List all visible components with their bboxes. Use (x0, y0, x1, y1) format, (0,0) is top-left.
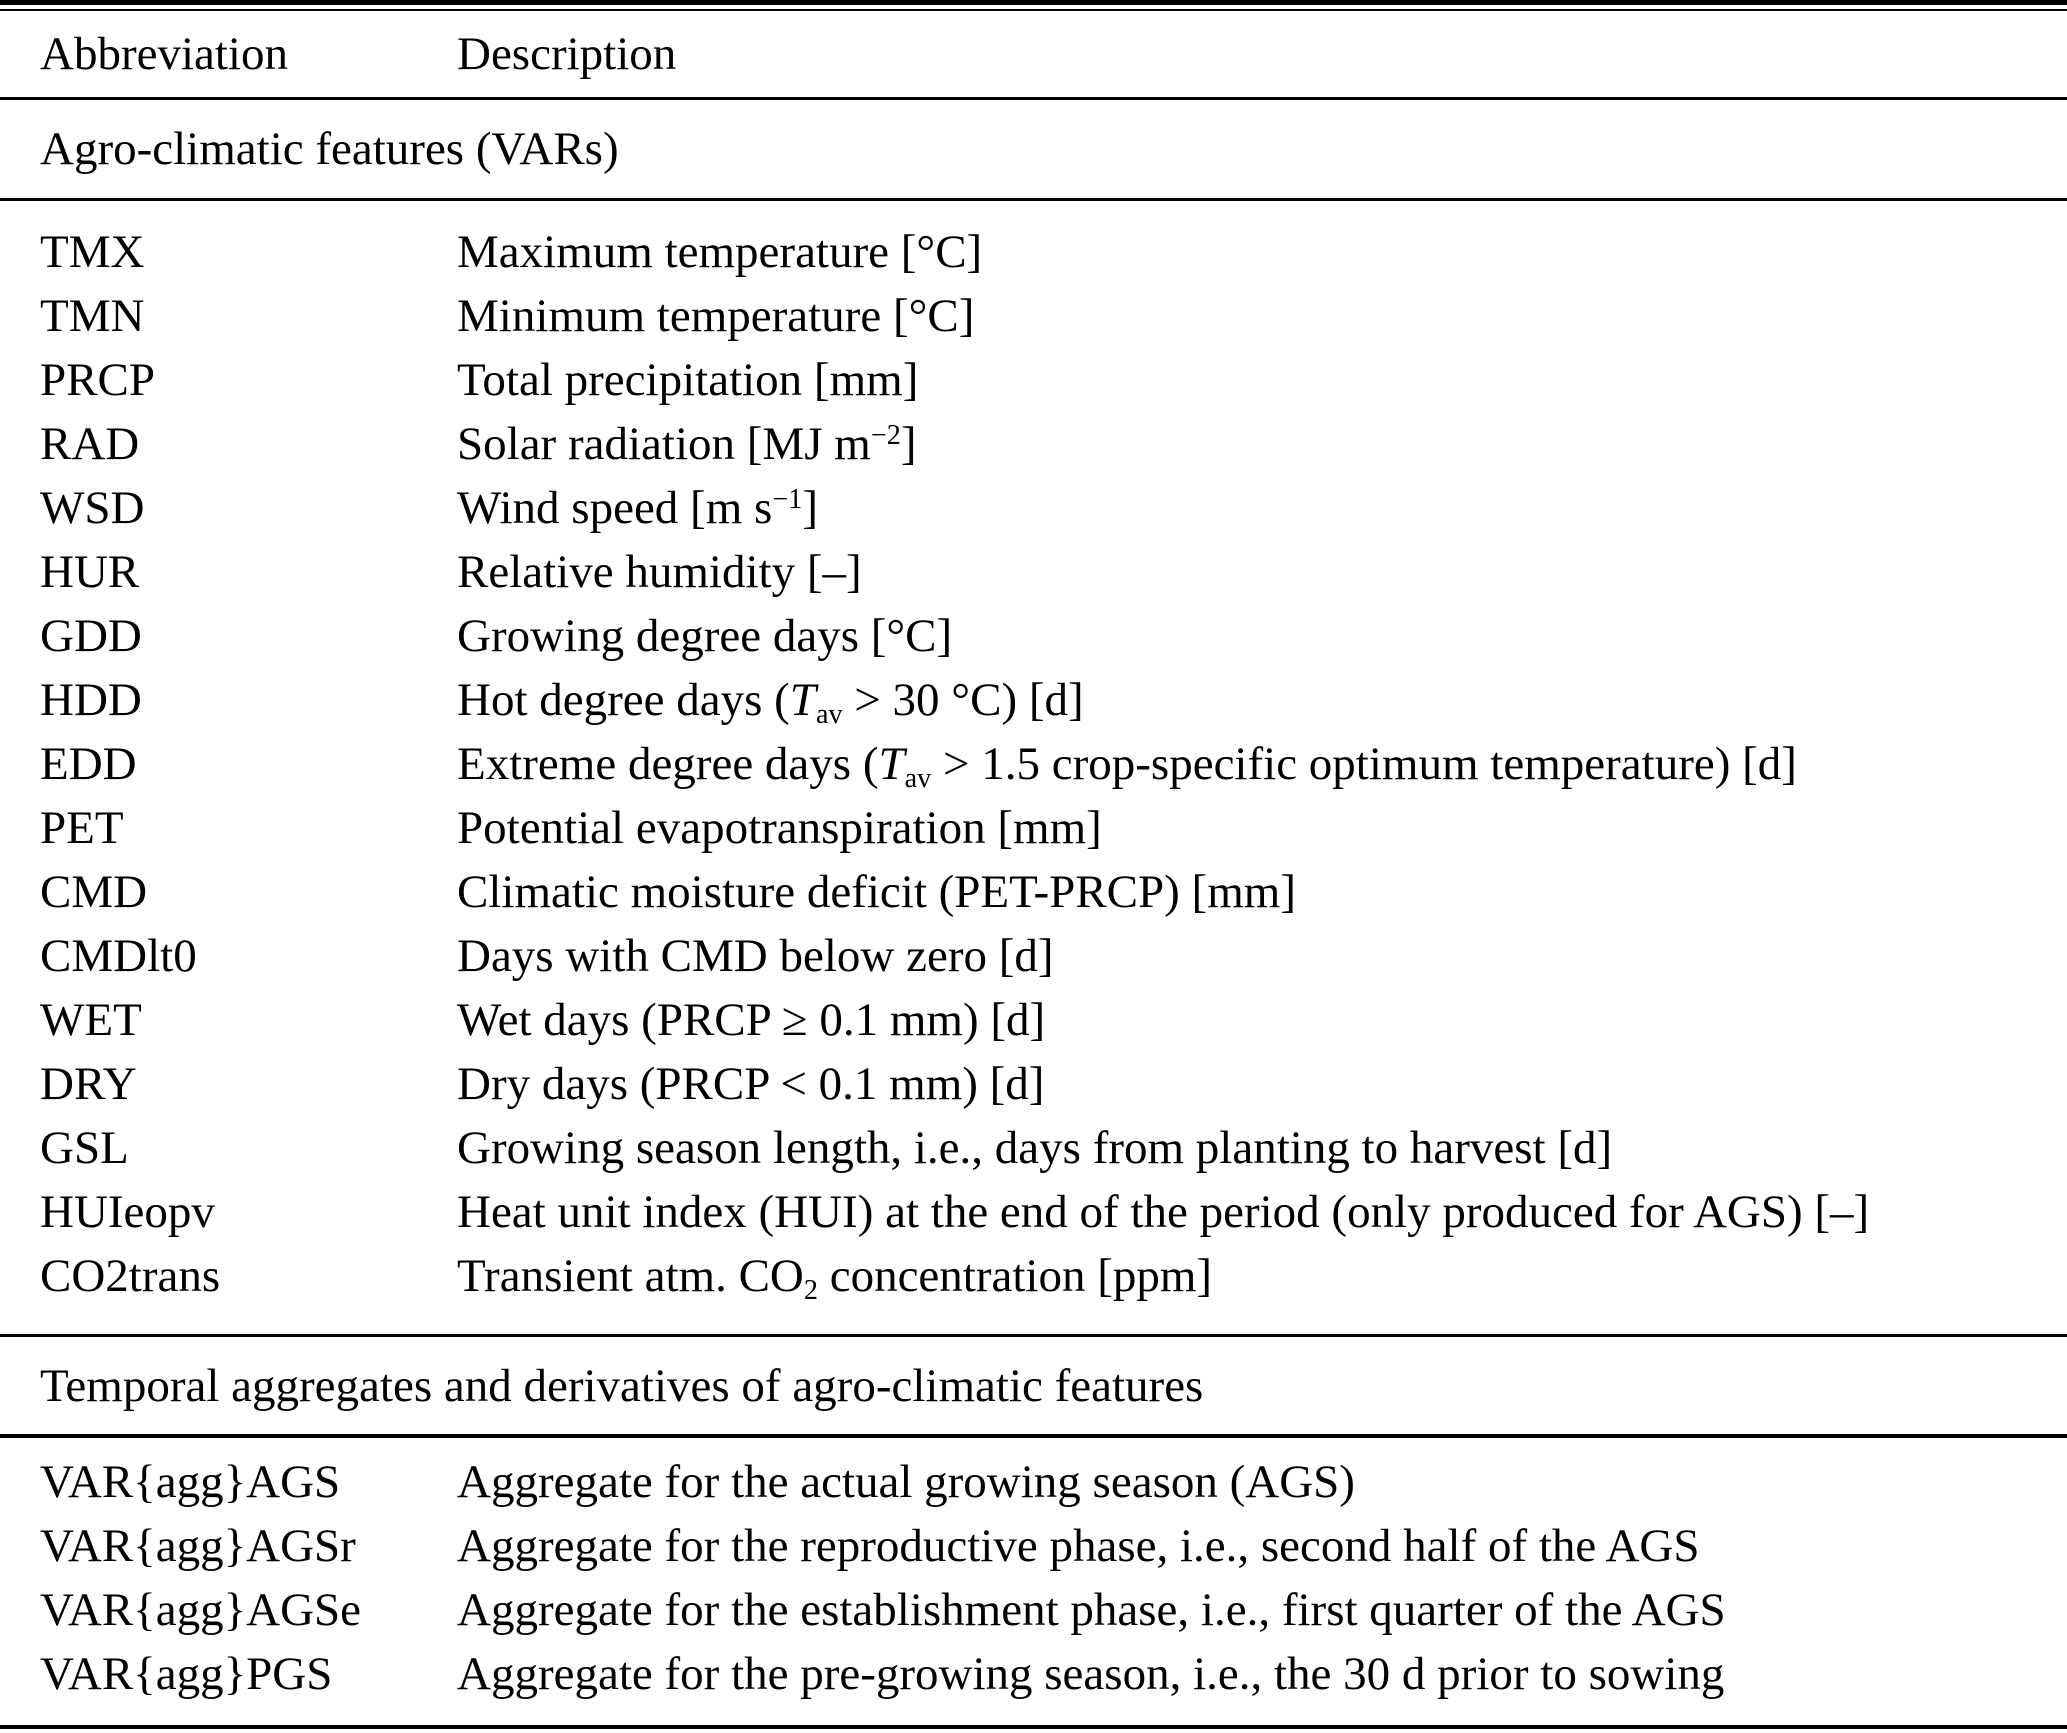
abbreviation-cell: CMD (40, 866, 148, 918)
table-row-cmdlt0: CMDlt0 Days with CMD below zero [d] (0, 924, 2067, 988)
abbreviation-cell: GSL (40, 1122, 129, 1174)
column-header-abbreviation: Abbreviation (40, 28, 288, 80)
table-row-cmd: CMD Climatic moisture deficit (PET-PRCP)… (0, 860, 2067, 924)
table-row-prcp: PRCP Total precipitation [mm] (0, 348, 2067, 412)
abbreviation-cell: HDD (40, 674, 142, 726)
table-row-dry: DRY Dry days (PRCP < 0.1 mm) [d] (0, 1052, 2067, 1116)
abbreviation-cell: WSD (40, 482, 145, 534)
abbreviation-cell: VAR{agg}AGSr (40, 1520, 356, 1572)
abbreviation-cell: EDD (40, 738, 137, 790)
abbreviation-cell: VAR{agg}PGS (40, 1648, 333, 1700)
table-row-wsd: WSD Wind speed [m s−1] (0, 476, 2067, 540)
description-cell: Aggregate for the pre-growing season, i.… (457, 1648, 1725, 1700)
section-divider-rule (0, 1334, 2067, 1337)
table-row-tmn: TMN Minimum temperature [°C] (0, 284, 2067, 348)
table-row-var-agg-pgs: VAR{agg}PGS Aggregate for the pre-growin… (0, 1642, 2067, 1706)
header-divider-rule (0, 97, 2067, 100)
abbreviation-cell: CMDlt0 (40, 930, 197, 982)
abbreviation-cell: WET (40, 994, 142, 1046)
column-header-description: Description (457, 28, 677, 80)
top-rule-gap (0, 5, 2067, 9)
table-header-row: Abbreviation Description (0, 11, 2067, 97)
abbreviation-cell: HUIeopv (40, 1186, 215, 1238)
description-cell: Hot degree days (Tav > 30 °C) [d] (457, 674, 1084, 730)
description-cell: Minimum temperature [°C] (457, 290, 975, 342)
table-row-gsl: GSL Growing season length, i.e., days fr… (0, 1116, 2067, 1180)
description-cell: Transient atm. CO2 concentration [ppm] (457, 1250, 1213, 1306)
table-row-hur: HUR Relative humidity [–] (0, 540, 2067, 604)
section-temporal-aggregates-rows: VAR{agg}AGS Aggregate for the actual gro… (0, 1438, 2067, 1725)
abbreviation-cell: DRY (40, 1058, 137, 1110)
description-cell: Aggregate for the reproductive phase, i.… (457, 1520, 1700, 1572)
table-row-co2trans: CO2trans Transient atm. CO2 concentratio… (0, 1244, 2067, 1308)
description-cell: Aggregate for the actual growing season … (457, 1456, 1355, 1508)
description-cell: Growing season length, i.e., days from p… (457, 1122, 1613, 1174)
section-divider-rule (0, 1434, 2067, 1438)
description-cell: Extreme degree days (Tav > 1.5 crop-spec… (457, 738, 1797, 794)
top-rule-thick (0, 0, 2067, 5)
abbreviation-cell: HUR (40, 546, 140, 598)
table-row-gdd: GDD Growing degree days [°C] (0, 604, 2067, 668)
top-rule-thin (0, 9, 2067, 11)
table-row-tmx: TMX Maximum temperature [°C] (0, 220, 2067, 284)
abbreviation-cell: GDD (40, 610, 142, 662)
section-agro-climatic-rows: TMX Maximum temperature [°C] TMN Minimum… (0, 201, 2067, 1334)
table-row-huieopv: HUIeopv Heat unit index (HUI) at the end… (0, 1180, 2067, 1244)
table-row-wet: WET Wet days (PRCP ≥ 0.1 mm) [d] (0, 988, 2067, 1052)
abbreviation-cell: PRCP (40, 354, 155, 406)
description-cell: Solar radiation [MJ m−2] (457, 418, 917, 470)
abbreviation-cell: CO2trans (40, 1250, 221, 1302)
description-cell: Maximum temperature [°C] (457, 226, 983, 278)
abbreviation-cell: TMN (40, 290, 145, 342)
description-cell: Climatic moisture deficit (PET-PRCP) [mm… (457, 866, 1296, 918)
section-title-temporal-aggregates: Temporal aggregates and derivatives of a… (0, 1337, 2067, 1434)
table-row-rad: RAD Solar radiation [MJ m−2] (0, 412, 2067, 476)
description-cell: Wet days (PRCP ≥ 0.1 mm) [d] (457, 994, 1046, 1046)
abbreviation-cell: PET (40, 802, 124, 854)
section-divider-rule (0, 198, 2067, 201)
section-title-text: Temporal aggregates and derivatives of a… (40, 1359, 1204, 1412)
bottom-rule (0, 1725, 2067, 1729)
abbreviation-cell: VAR{agg}AGS (40, 1456, 341, 1508)
table-row-var-agg-ags: VAR{agg}AGS Aggregate for the actual gro… (0, 1450, 2067, 1514)
description-cell: Dry days (PRCP < 0.1 mm) [d] (457, 1058, 1045, 1110)
abbreviation-cell: RAD (40, 418, 140, 470)
abbreviation-cell: TMX (40, 226, 145, 278)
table-row-var-agg-agsr: VAR{agg}AGSr Aggregate for the reproduct… (0, 1514, 2067, 1578)
abbreviation-cell: VAR{agg}AGSe (40, 1584, 362, 1636)
table-row-edd: EDD Extreme degree days (Tav > 1.5 crop-… (0, 732, 2067, 796)
table-row-var-agg-agse: VAR{agg}AGSe Aggregate for the establish… (0, 1578, 2067, 1642)
section-title-agro-climatic: Agro-climatic features (VARs) (0, 100, 2067, 198)
table-row-pet: PET Potential evapotranspiration [mm] (0, 796, 2067, 860)
section-title-text: Agro-climatic features (VARs) (40, 123, 619, 175)
description-cell: Aggregate for the establishment phase, i… (457, 1584, 1726, 1636)
description-cell: Heat unit index (HUI) at the end of the … (457, 1186, 1870, 1238)
description-cell: Days with CMD below zero [d] (457, 930, 1054, 982)
table-row-hdd: HDD Hot degree days (Tav > 30 °C) [d] (0, 668, 2067, 732)
description-cell: Total precipitation [mm] (457, 354, 919, 406)
description-cell: Growing degree days [°C] (457, 610, 953, 662)
description-cell: Potential evapotranspiration [mm] (457, 802, 1102, 854)
description-cell: Wind speed [m s−1] (457, 482, 818, 534)
description-cell: Relative humidity [–] (457, 546, 862, 598)
